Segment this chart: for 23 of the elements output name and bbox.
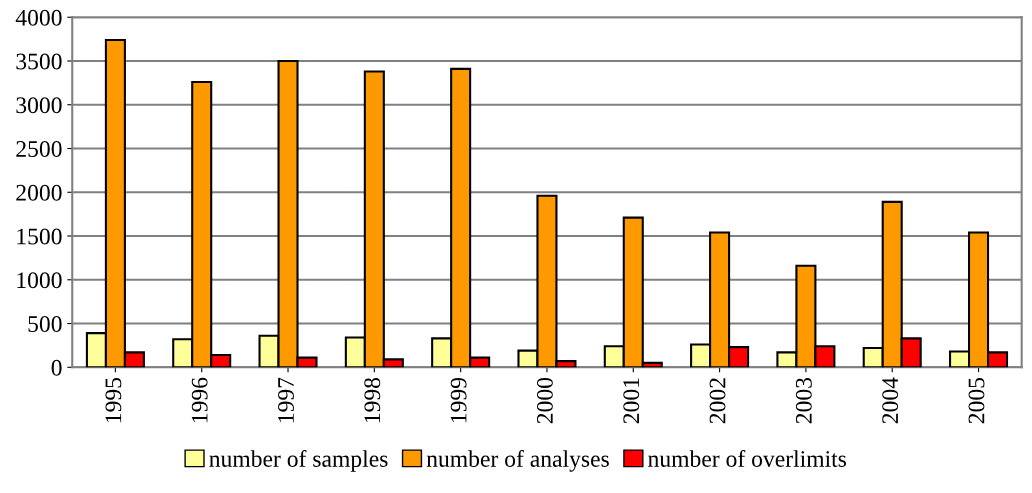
x-tick-label: 2001 xyxy=(623,378,640,424)
y-tick-label: 1500 xyxy=(17,228,62,245)
x-tick-label: 1996 xyxy=(191,377,208,423)
legend-label: number of analyses xyxy=(426,450,609,472)
x-tick-label: 2000 xyxy=(536,377,553,424)
x-tick-label: 1999 xyxy=(450,377,467,423)
x-tick-label: 2005 xyxy=(968,377,985,424)
y-tick-label: 3000 xyxy=(16,97,62,114)
y-tick-label: 2000 xyxy=(16,184,62,201)
x-tick-label: 2003 xyxy=(795,377,812,424)
legend-label: number of samples xyxy=(209,450,388,472)
y-tick-label: 0 xyxy=(51,359,62,376)
x-tick-label: 2004 xyxy=(882,377,899,424)
legend-label: number of overlimits xyxy=(648,450,847,467)
x-tick-label: 1997 xyxy=(278,377,294,423)
y-tick-label: 2500 xyxy=(16,141,62,157)
x-tick-label: 2002 xyxy=(709,378,726,424)
x-tick-label: 1998 xyxy=(364,377,381,423)
y-tick-label: 500 xyxy=(28,316,62,332)
y-tick-label: 1000 xyxy=(17,272,62,289)
x-tick-label: 1995 xyxy=(105,377,122,423)
y-tick-label: 4000 xyxy=(15,9,62,26)
y-tick-label: 3500 xyxy=(16,53,62,70)
